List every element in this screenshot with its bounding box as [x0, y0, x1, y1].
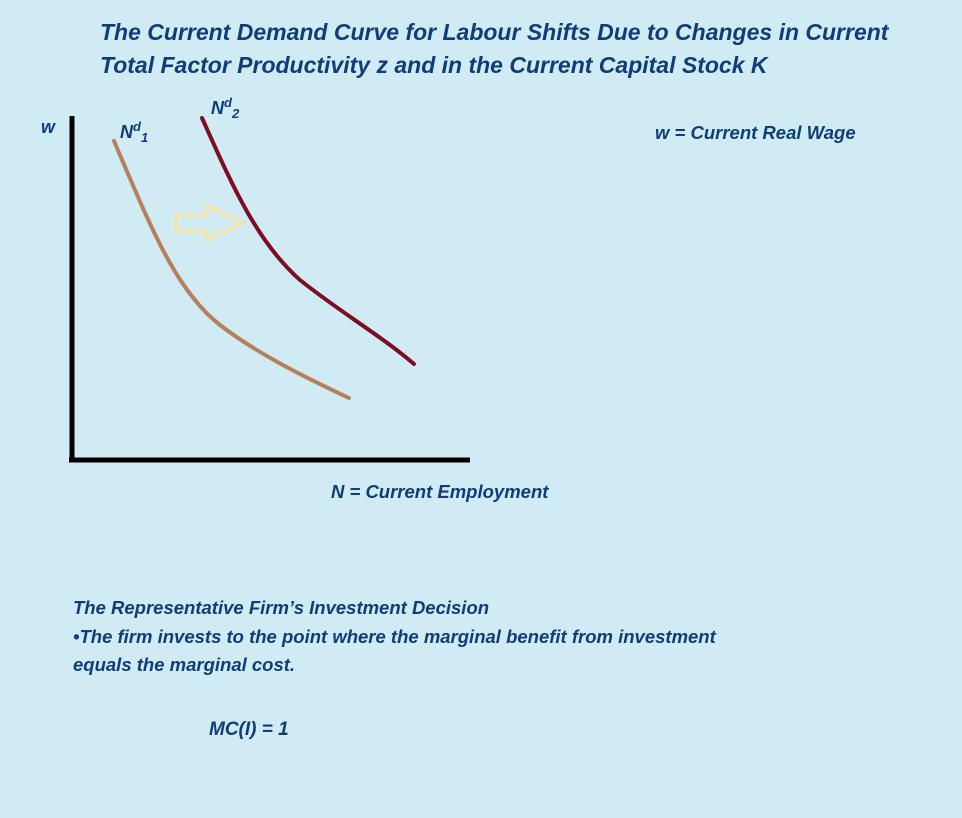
labour-demand-diagram: w N = Current Employment w = Current Rea…: [41, 95, 856, 502]
x-axis-label: N = Current Employment: [331, 481, 549, 502]
section-heading: The Representative Firm’s Investment Dec…: [73, 597, 490, 618]
marginal-cost-formula: MC(I) = 1: [209, 719, 289, 740]
curve-1-label-sub: 1: [141, 130, 148, 145]
legend-note: w = Current Real Wage: [655, 122, 856, 143]
y-axis-label: w: [41, 117, 56, 137]
page-title: The Current Demand Curve for Labour Shif…: [100, 16, 930, 82]
curve-2-label-base: N: [211, 98, 225, 118]
demand-curve-2: [200, 116, 416, 366]
title-line-2: Total Factor Productivity z and in the C…: [100, 52, 768, 78]
curve-2-label-sub: 2: [231, 106, 240, 121]
demand-curve-1: [112, 139, 351, 400]
bullet-line-1: •The firm invests to the point where the…: [73, 625, 716, 647]
curve-2-label-sup: d: [224, 95, 233, 110]
curve-2-label: Nd2: [211, 95, 240, 121]
curve-1-label-base: N: [120, 122, 134, 142]
curve-1-label-sup: d: [133, 119, 142, 134]
title-line-1: The Current Demand Curve for Labour Shif…: [100, 19, 889, 45]
curve-1-label: Nd1: [120, 119, 148, 145]
shift-arrow-icon: [174, 202, 248, 244]
bullet-line-2: equals the marginal cost.: [73, 654, 296, 675]
investment-decision-section: The Representative Firm’s Investment Dec…: [73, 594, 833, 680]
